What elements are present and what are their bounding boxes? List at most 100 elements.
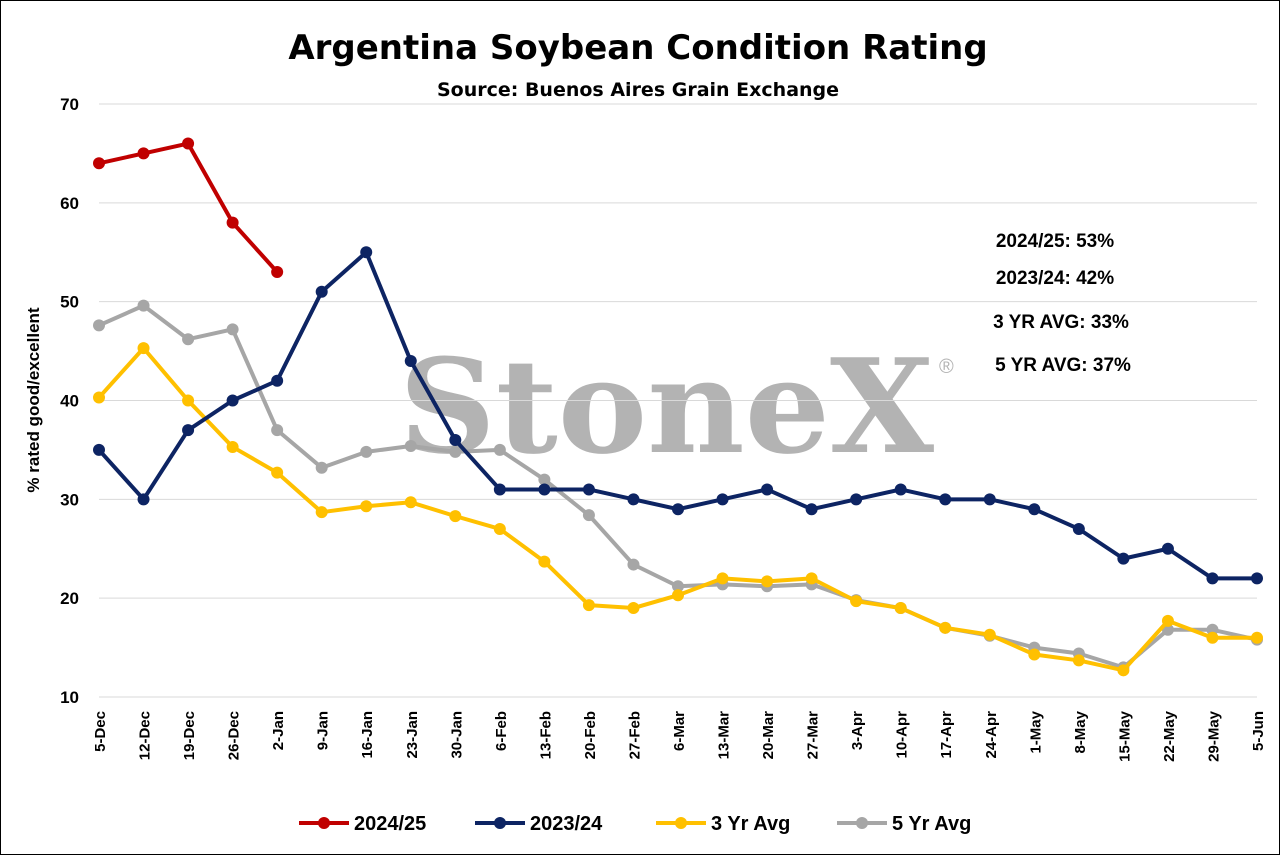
legend: 2024/25 2023/24 3 Yr Avg 5 Yr Avg bbox=[299, 813, 971, 835]
legend-marker bbox=[494, 817, 506, 829]
data-point bbox=[271, 466, 284, 479]
y-tick-label: 60 bbox=[60, 194, 79, 213]
data-point bbox=[1028, 648, 1041, 661]
data-point bbox=[1251, 572, 1263, 585]
x-tick-label: 27-Feb bbox=[626, 711, 643, 759]
data-point bbox=[226, 440, 239, 453]
data-point bbox=[627, 558, 640, 571]
data-point bbox=[1072, 522, 1085, 535]
data-point bbox=[449, 434, 462, 447]
annotation-text: 3 YR AVG: 33% bbox=[993, 312, 1129, 333]
x-tick-label: 13-Mar bbox=[716, 711, 733, 760]
data-point bbox=[983, 493, 996, 506]
data-point bbox=[672, 580, 684, 593]
y-tick-label: 10 bbox=[60, 688, 79, 707]
data-point bbox=[449, 445, 462, 458]
legend-label: 5 Yr Avg bbox=[892, 813, 971, 835]
chart-subtitle: Source: Buenos Aires Grain Exchange bbox=[437, 79, 839, 101]
chart-title: Argentina Soybean Condition Rating bbox=[288, 28, 987, 68]
data-point bbox=[137, 147, 150, 160]
y-tick-label: 70 bbox=[60, 95, 79, 114]
x-tick-label: 3-Apr bbox=[849, 711, 866, 750]
series-2024-25 bbox=[93, 137, 284, 279]
x-tick-label: 24-Apr bbox=[983, 711, 1000, 759]
legend-entry: 5 Yr Avg bbox=[837, 813, 971, 835]
data-point bbox=[939, 621, 952, 634]
data-point bbox=[404, 439, 417, 452]
x-tick-label: 30-Jan bbox=[448, 711, 465, 759]
series-lines bbox=[93, 137, 1263, 677]
x-tick-label: 6-Feb bbox=[493, 711, 510, 751]
annotation-text: 5 YR AVG: 37% bbox=[995, 355, 1131, 376]
series-2023-24 bbox=[93, 246, 1263, 585]
data-point bbox=[983, 628, 996, 641]
data-point bbox=[493, 522, 506, 535]
legend-marker bbox=[318, 817, 330, 829]
x-tick-label: 13-Feb bbox=[537, 711, 554, 759]
data-point bbox=[182, 137, 195, 150]
series-3-yr-avg bbox=[93, 342, 1263, 677]
annotation-text: 2024/25: 53% bbox=[996, 231, 1114, 252]
x-tick-label: 12-Dec bbox=[137, 711, 154, 760]
data-point bbox=[850, 493, 863, 506]
data-point bbox=[360, 445, 373, 458]
data-point bbox=[805, 503, 818, 516]
data-point bbox=[716, 572, 729, 585]
data-point bbox=[226, 394, 239, 407]
latest-value-annotations: 2024/25: 53% 2023/24: 42% 3 YR AVG: 33% 5 Y… bbox=[993, 231, 1131, 376]
data-point bbox=[315, 461, 328, 474]
legend-entry: 2024/25 bbox=[299, 813, 426, 835]
data-point bbox=[672, 503, 684, 516]
x-tick-label: 19-Dec bbox=[181, 711, 198, 760]
data-point bbox=[894, 602, 907, 615]
data-point bbox=[582, 483, 595, 496]
data-point bbox=[182, 394, 195, 407]
legend-entry: 2023/24 bbox=[475, 813, 603, 835]
x-tick-label: 29-May bbox=[1205, 710, 1222, 762]
legend-entry: 3 Yr Avg bbox=[656, 813, 790, 835]
data-point bbox=[1117, 552, 1130, 565]
data-point bbox=[137, 342, 150, 355]
data-point bbox=[449, 510, 462, 523]
data-point bbox=[271, 424, 284, 437]
watermark-text: StoneX bbox=[399, 330, 934, 483]
legend-label: 3 Yr Avg bbox=[711, 813, 790, 835]
annotation-text: 2023/24: 42% bbox=[996, 268, 1114, 289]
data-point bbox=[538, 555, 551, 568]
x-tick-label: 22-May bbox=[1161, 710, 1178, 762]
data-point bbox=[271, 266, 284, 279]
legend-label: 2024/25 bbox=[354, 813, 426, 835]
x-tick-label: 5-Jun bbox=[1250, 711, 1267, 751]
data-point bbox=[1251, 631, 1263, 644]
legend-marker bbox=[675, 817, 687, 829]
x-tick-label: 27-Mar bbox=[805, 711, 822, 760]
data-point bbox=[93, 391, 105, 404]
data-point bbox=[894, 483, 907, 496]
x-tick-label: 23-Jan bbox=[404, 711, 421, 759]
data-point bbox=[582, 599, 595, 612]
data-point bbox=[538, 473, 551, 486]
data-point bbox=[137, 299, 150, 312]
data-point bbox=[493, 483, 506, 496]
data-point bbox=[271, 374, 284, 387]
data-point bbox=[226, 216, 239, 229]
data-point bbox=[716, 493, 729, 506]
x-tick-label: 8-May bbox=[1072, 710, 1089, 753]
data-point bbox=[493, 443, 506, 456]
data-point bbox=[137, 493, 150, 506]
data-point bbox=[182, 333, 195, 346]
x-tick-label: 1-May bbox=[1027, 710, 1044, 753]
data-point bbox=[582, 509, 595, 522]
x-tick-label: 9-Jan bbox=[315, 711, 332, 750]
data-point bbox=[761, 575, 774, 588]
x-tick-label: 15-May bbox=[1116, 710, 1133, 762]
y-tick-label: 20 bbox=[60, 589, 79, 608]
x-tick-label: 20-Mar bbox=[760, 711, 777, 760]
data-point bbox=[93, 319, 105, 332]
legend-label: 2023/24 bbox=[530, 813, 603, 835]
data-point bbox=[93, 157, 105, 170]
data-point bbox=[1072, 654, 1085, 667]
x-tick-label: 17-Apr bbox=[938, 711, 955, 759]
